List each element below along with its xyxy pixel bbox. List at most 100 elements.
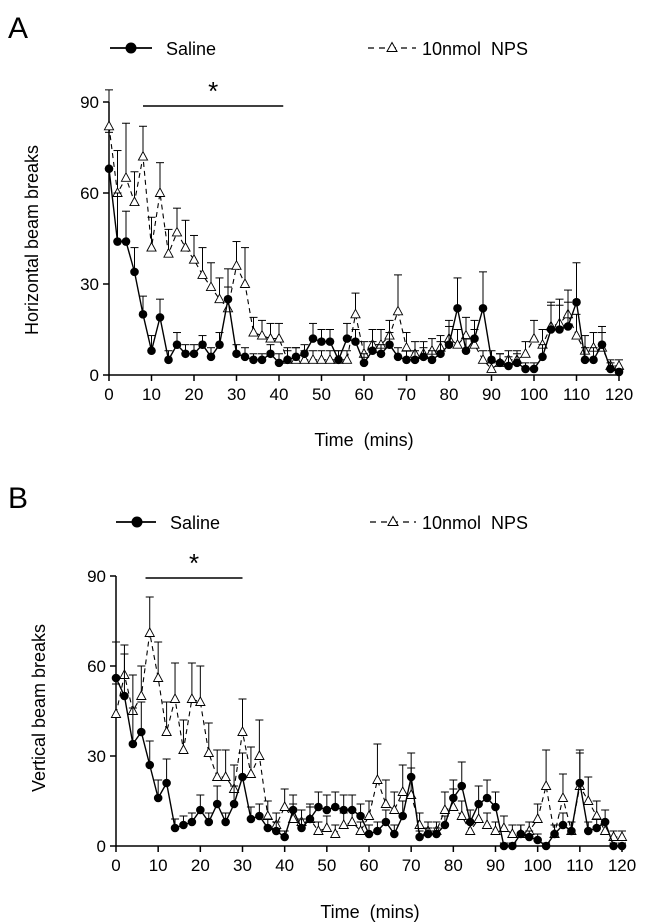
data-point-nps <box>397 786 409 796</box>
data-point-saline <box>368 346 377 356</box>
data-point-saline <box>427 355 437 365</box>
data-point-saline <box>575 778 585 788</box>
data-point-nps <box>498 822 510 832</box>
data-point-nps <box>372 774 383 784</box>
panel-b-y-axis-label: Vertical beam breaks <box>29 624 49 792</box>
data-point-saline <box>266 349 275 359</box>
data-point-nps <box>414 819 425 829</box>
data-point-saline <box>314 802 323 812</box>
data-point-saline <box>606 364 615 374</box>
x-tick-label: 30 <box>227 385 246 404</box>
data-point-saline <box>215 340 224 349</box>
data-point-saline <box>376 349 386 359</box>
data-point-nps <box>571 329 582 340</box>
data-point-saline <box>524 832 534 842</box>
data-point-saline <box>283 355 292 365</box>
data-point-saline <box>461 346 471 356</box>
data-point-saline <box>406 772 416 782</box>
data-point-nps <box>346 816 358 826</box>
data-point-saline <box>179 820 188 830</box>
panel-a-x-ticks: 0 10 20 30 40 50 60 70 80 90 100 110 120 <box>104 375 633 404</box>
data-point-nps <box>254 750 265 760</box>
data-point-nps <box>197 268 208 279</box>
data-point-nps <box>316 353 327 364</box>
x-tick-label: 60 <box>360 856 379 875</box>
y-tick-label: 30 <box>87 747 106 766</box>
panel-b-series <box>110 596 628 851</box>
data-point-saline <box>288 805 298 815</box>
data-point-nps <box>473 813 484 823</box>
data-point-saline <box>390 829 399 839</box>
data-point-saline <box>229 799 239 809</box>
data-point-saline <box>189 349 199 359</box>
data-point-saline <box>206 352 216 362</box>
data-point-nps <box>307 353 319 364</box>
panel-a: A Saline 10nmol NPS * 0 30 60 90 0 10 20 30 40 5… <box>8 12 633 450</box>
data-point-saline <box>533 835 542 845</box>
data-point-nps <box>439 804 451 814</box>
data-point-nps <box>452 338 463 349</box>
data-point-saline <box>291 352 301 362</box>
data-point-saline <box>478 303 488 313</box>
x-tick-label: 100 <box>523 856 551 875</box>
data-point-saline <box>440 820 450 830</box>
data-point-saline <box>274 358 284 368</box>
legend-marker-open-triangle <box>386 41 398 52</box>
data-point-nps <box>203 747 215 757</box>
y-tick-label: 0 <box>90 366 99 385</box>
data-point-nps <box>188 253 200 264</box>
data-point-nps <box>321 822 333 832</box>
data-point-saline <box>589 355 598 365</box>
data-point-saline <box>172 340 182 349</box>
data-point-nps <box>388 804 400 814</box>
data-point-saline <box>415 832 424 842</box>
panel-b-letter: B <box>8 482 28 515</box>
data-point-saline <box>347 805 357 815</box>
y-tick-label: 0 <box>97 837 106 856</box>
data-point-nps <box>245 768 257 778</box>
data-point-saline <box>614 367 624 377</box>
data-point-saline <box>538 352 547 362</box>
series-nps <box>103 89 625 373</box>
x-tick-label: 100 <box>520 385 548 404</box>
x-tick-label: 110 <box>566 856 593 875</box>
data-point-nps <box>401 341 412 352</box>
data-point-saline <box>317 337 326 346</box>
data-point-saline <box>449 793 458 803</box>
legend-marker-filled-circle <box>131 516 143 528</box>
data-point-saline <box>130 267 139 277</box>
data-point-saline <box>187 817 197 827</box>
data-point-saline <box>495 358 505 368</box>
legend-label-saline: Saline <box>170 513 220 533</box>
data-point-nps <box>532 813 544 823</box>
data-point-saline <box>385 340 394 349</box>
data-point-saline <box>263 823 273 833</box>
data-point-nps <box>154 187 166 197</box>
data-point-saline <box>482 793 492 803</box>
data-point-saline <box>609 841 618 851</box>
data-point-saline <box>196 805 205 815</box>
data-point-saline <box>617 841 627 851</box>
data-point-saline <box>181 349 190 359</box>
data-point-saline <box>419 352 428 362</box>
data-point-nps <box>464 825 476 835</box>
data-point-saline <box>572 297 581 307</box>
data-point-saline <box>342 334 352 343</box>
data-point-nps <box>338 819 350 829</box>
data-point-saline <box>550 829 559 839</box>
data-point-saline <box>280 832 289 842</box>
data-point-saline <box>330 802 340 812</box>
data-point-saline <box>592 823 601 833</box>
x-tick-label: 80 <box>444 856 463 875</box>
data-point-nps <box>528 332 540 343</box>
data-point-nps <box>279 801 291 811</box>
data-point-nps <box>129 196 140 207</box>
data-point-saline <box>198 340 207 349</box>
data-point-nps <box>169 693 181 703</box>
x-tick-label: 40 <box>275 856 294 875</box>
data-point-saline <box>155 313 165 322</box>
data-point-saline <box>558 820 568 830</box>
data-point-saline <box>334 355 343 365</box>
data-point-nps <box>520 347 531 358</box>
x-tick-label: 110 <box>563 385 590 404</box>
